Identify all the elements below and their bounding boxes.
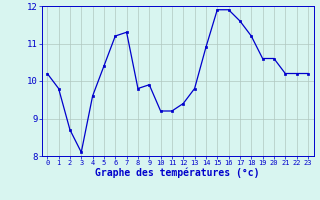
X-axis label: Graphe des températures (°c): Graphe des températures (°c) [95, 168, 260, 178]
